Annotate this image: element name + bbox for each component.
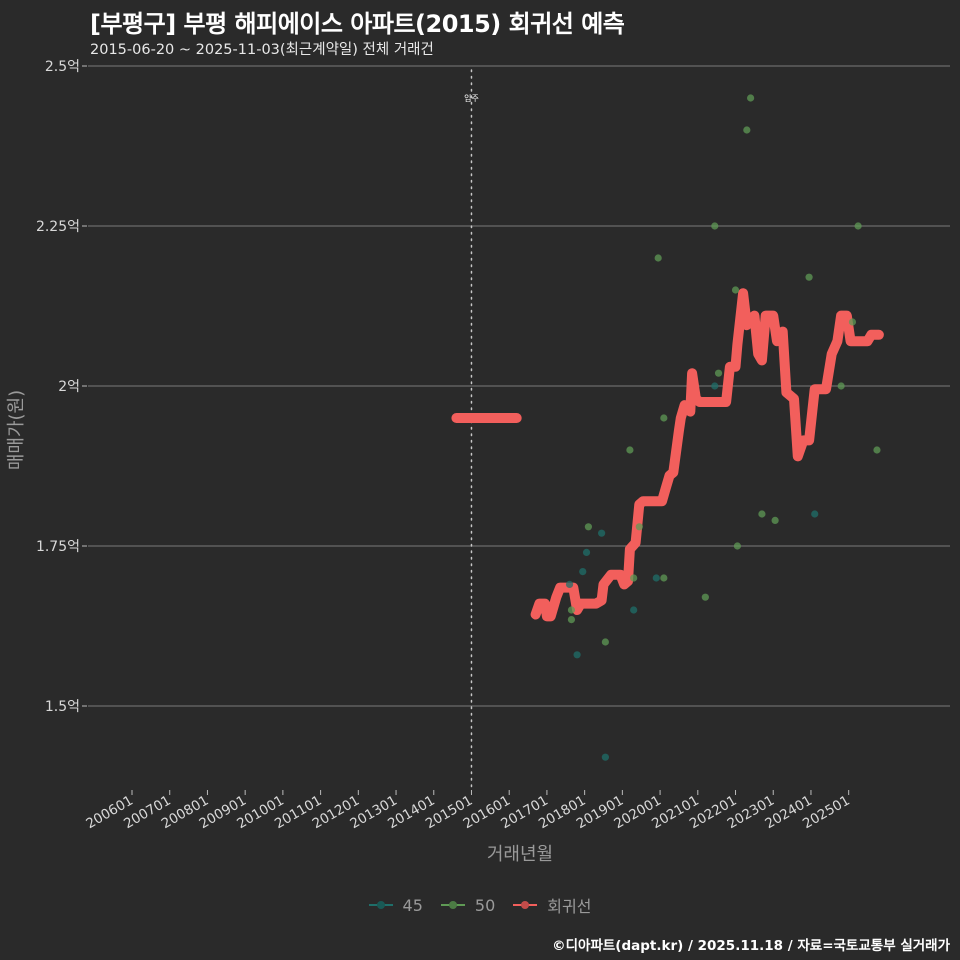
y-tick-label: 1.75억 xyxy=(36,539,80,555)
data-point-50 xyxy=(635,523,643,531)
data-point-50 xyxy=(660,414,668,422)
data-point-50 xyxy=(805,273,813,281)
data-point-50 xyxy=(747,94,755,102)
data-point-50 xyxy=(567,616,576,624)
data-point-50 xyxy=(731,286,740,294)
legend-key-icon xyxy=(513,899,538,911)
data-point-50 xyxy=(654,254,662,262)
data-point-50 xyxy=(660,574,668,582)
legend-label: 45 xyxy=(402,895,423,915)
data-point-50 xyxy=(848,318,857,326)
data-point-45 xyxy=(652,574,660,582)
data-point-50 xyxy=(630,574,638,582)
legend: 45 50 회귀선 xyxy=(0,893,960,917)
data-point-50 xyxy=(758,510,766,518)
y-axis-title: 매매가(원) xyxy=(6,390,27,470)
legend-label: 회귀선 xyxy=(547,897,592,916)
data-point-50 xyxy=(567,606,576,614)
chart-title: [부평구] 부평 해피에이스 아파트(2015) 회귀선 예측 xyxy=(90,10,625,38)
data-point-50 xyxy=(873,446,881,454)
legend-item: 45 xyxy=(368,895,423,915)
legend-key-icon xyxy=(440,899,465,911)
data-point-50 xyxy=(701,593,709,601)
legend-key-icon xyxy=(368,899,393,911)
legend-label: 50 xyxy=(474,895,496,915)
data-point-45 xyxy=(598,529,606,537)
data-point-45 xyxy=(601,753,609,761)
y-tick-label: 1.5억 xyxy=(45,699,80,715)
data-point-50 xyxy=(601,638,609,646)
data-point-50 xyxy=(733,542,742,550)
data-point-50 xyxy=(626,446,634,454)
legend-item: 회귀선 xyxy=(513,893,591,917)
data-point-45 xyxy=(579,568,587,576)
data-point-50 xyxy=(714,369,723,377)
source-caption: ©디아파트(dapt.kr) / 2025.11.18 / 자료=국토교통부 실… xyxy=(552,938,950,954)
y-tick-label: 2.5억 xyxy=(45,59,80,75)
data-point-45 xyxy=(582,548,591,557)
x-axis-title: 거래년월 xyxy=(487,844,553,865)
data-point-50 xyxy=(711,222,719,230)
data-point-45 xyxy=(565,580,574,589)
move-in-label: 입주 xyxy=(464,94,479,103)
data-point-50 xyxy=(584,523,593,531)
y-tick-label: 2억 xyxy=(58,379,80,395)
data-point-50 xyxy=(854,222,862,230)
chart-subtitle: 2015-06-20 ~ 2025-11-03(최근계약일) 전체 거래건 xyxy=(90,42,434,58)
data-point-45 xyxy=(630,606,638,614)
data-point-50 xyxy=(771,516,779,525)
data-point-45 xyxy=(711,382,719,390)
data-point-45 xyxy=(811,510,819,518)
regression-line xyxy=(530,288,884,622)
legend-item: 50 xyxy=(440,895,496,915)
data-point-50 xyxy=(837,382,845,390)
data-point-45 xyxy=(573,651,581,659)
y-tick-label: 2.25억 xyxy=(36,219,80,235)
data-point-50 xyxy=(743,126,751,134)
